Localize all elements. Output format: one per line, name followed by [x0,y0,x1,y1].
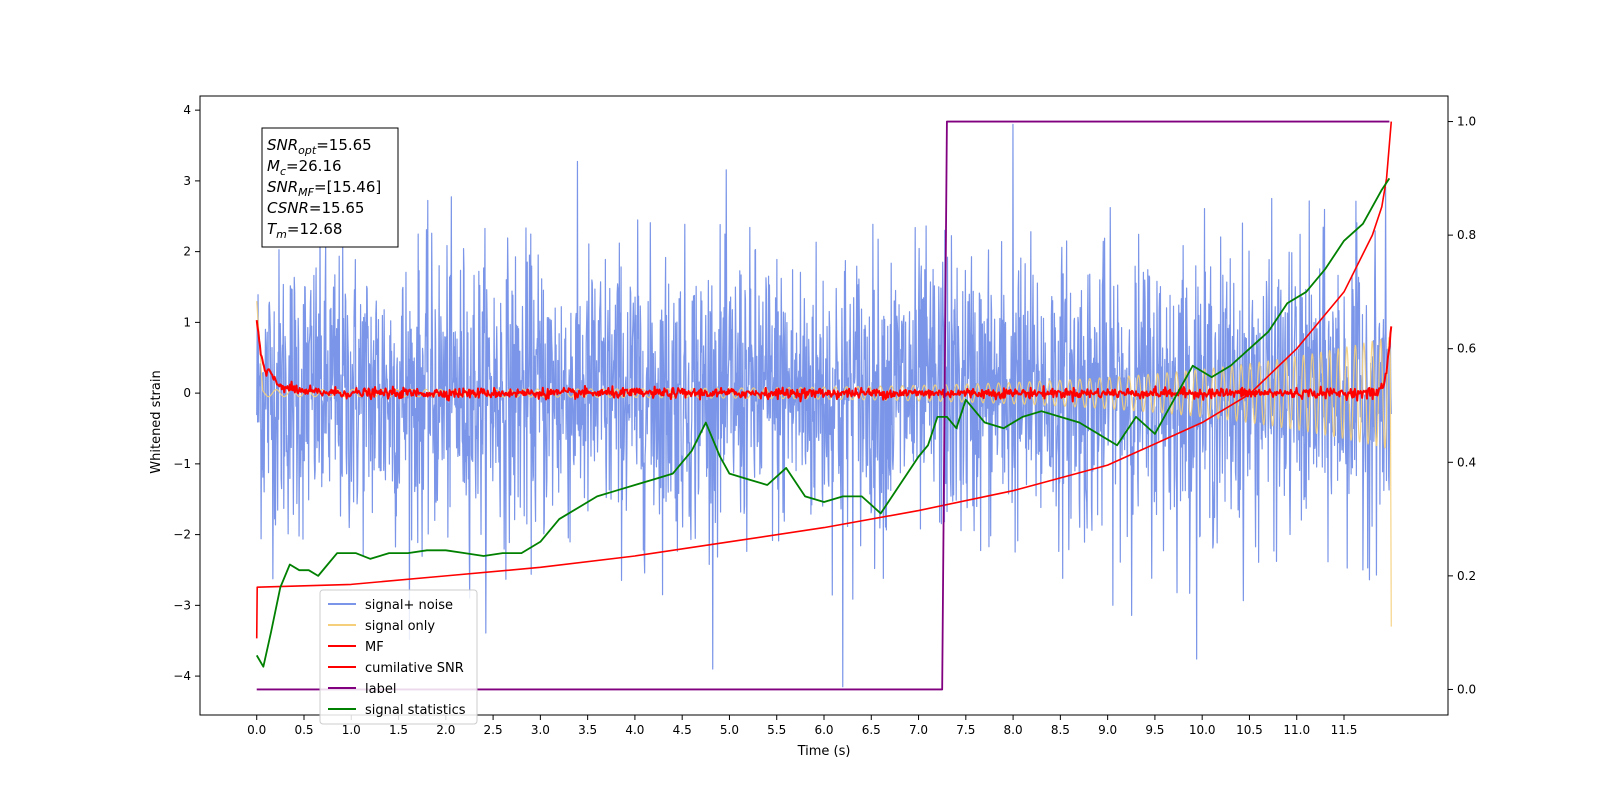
legend-label: MF [365,640,384,655]
y-tick-label: −3 [173,598,191,612]
x-tick-label: 1.5 [389,723,408,737]
series-mf [255,320,1393,403]
series-label [256,120,1390,691]
x-tick-label: 2.5 [484,723,503,737]
legend: signal+ noise signal only MF cumilative SNR… [319,589,478,725]
x-tick-label: 11.0 [1283,723,1310,737]
x-tick-label: 7.5 [956,723,975,737]
info-box-line: CSNR=15.65 [267,199,364,217]
x-tick-label: 8.0 [1004,723,1023,737]
y-tick-label: 0 [183,386,191,400]
legend-label: label [365,682,396,697]
y-axis-label: Whitened strain [149,370,164,473]
y-tick-label: 3 [183,174,191,188]
x-tick-label: 3.5 [578,723,597,737]
y2-tick-label: 1.0 [1457,115,1476,129]
x-tick-label: 9.5 [1145,723,1164,737]
series-signal-plus-noise [256,123,1392,688]
y2-tick-label: 0.6 [1457,342,1476,356]
x-axis: 0.0 0.5 1.0 1.5 2.0 2.5 3.0 3.5 4.0 4.5 5.0 5.5 6.0 6… [247,715,1357,737]
x-tick-label: 10.0 [1189,723,1216,737]
y2-tick-label: 0.4 [1457,455,1476,469]
y-tick-label: −1 [173,457,191,471]
y-axis-left: 4 3 2 1 0 −1 −2 −3 −4 [173,103,200,683]
x-tick-label: 5.5 [767,723,786,737]
x-tick-label: 10.5 [1236,723,1263,737]
y2-tick-label: 0.2 [1457,569,1476,583]
y-tick-label: 1 [183,315,191,329]
y-axis-right: 1.0 0.8 0.6 0.4 0.2 0.0 [1448,115,1476,696]
x-tick-label: 11.5 [1331,723,1358,737]
x-tick-label: 3.0 [531,723,550,737]
y-tick-label: 2 [183,245,191,259]
x-tick-label: 6.0 [814,723,833,737]
series-layer [255,120,1393,691]
x-tick-label: 0.0 [247,723,266,737]
x-tick-label: 7.0 [909,723,928,737]
x-tick-label: 6.5 [862,723,881,737]
x-tick-label: 5.0 [720,723,739,737]
y2-tick-label: 0.8 [1457,228,1476,242]
legend-frame [319,589,478,725]
x-axis-label: Time (s) [797,744,851,759]
info-box-line: Mc=26.16 [267,157,342,178]
x-tick-label: 2.0 [436,723,455,737]
series-signal-statistics [255,177,1391,668]
x-tick-label: 1.0 [342,723,361,737]
legend-label: cumilative SNR [365,661,464,676]
y2-tick-label: 0.0 [1457,682,1476,696]
info-box-line: SNRopt=15.65 [267,136,372,157]
info-box-line: Tm=12.68 [267,220,342,241]
legend-label: signal statistics [365,703,466,718]
x-tick-label: 4.5 [673,723,692,737]
x-tick-label: 8.5 [1051,723,1070,737]
info-box-frame [261,127,399,248]
y-tick-label: 4 [183,103,191,117]
info-box-line: SNRMF=[15.46] [267,178,381,199]
info-box: SNRopt=15.65Mc=26.16SNRMF=[15.46]CSNR=15… [261,127,399,248]
x-tick-label: 0.5 [294,723,313,737]
legend-label: signal+ noise [365,598,453,613]
legend-label: signal only [365,619,435,634]
y-tick-label: −4 [173,669,191,683]
x-tick-label: 4.0 [625,723,644,737]
y-tick-label: −2 [173,528,191,542]
series-cumulative-snr [255,121,1393,639]
x-tick-label: 9.0 [1098,723,1117,737]
